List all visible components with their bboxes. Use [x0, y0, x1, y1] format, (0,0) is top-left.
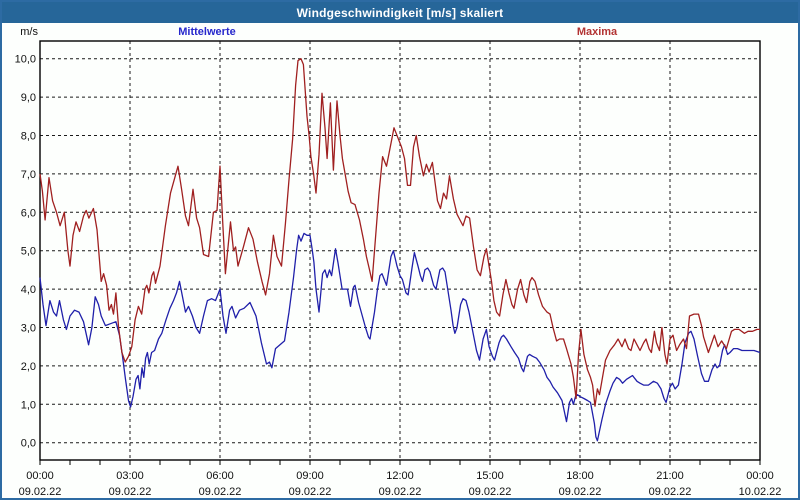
y-tick-label: 8,0 [21, 131, 36, 143]
x-tick-time-label: 00:00 [26, 470, 54, 482]
series-line-maxima [39, 58, 760, 407]
x-tick-time-label: 18:00 [566, 470, 594, 482]
window-title: Windgeschwindigkeit [m/s] skaliert [296, 5, 504, 20]
plot-border [39, 40, 761, 461]
y-tick-label: 3,0 [21, 323, 36, 335]
y-tick-label: 5,0 [21, 246, 36, 258]
y-tick-label: 9,0 [21, 92, 36, 104]
x-tick-date-label: 09.02.22 [469, 486, 512, 498]
x-tick-time-label: 15:00 [476, 470, 504, 482]
x-tick-time-label: 00:00 [746, 470, 774, 482]
y-tick-label: 2,0 [21, 361, 36, 373]
x-tick-date-label: 09.02.22 [649, 486, 692, 498]
x-tick-time-label: 12:00 [386, 470, 414, 482]
x-tick-time-label: 03:00 [116, 470, 144, 482]
x-tick-date-label: 09.02.22 [109, 486, 152, 498]
y-axis-unit-label: m/s [20, 26, 38, 38]
y-tick-label: 0,0 [21, 438, 36, 450]
chart-area: Mittelwerte Maxima 0,0 1,0 2,0 3,0 4,0 5,0 6,0… [2, 23, 798, 498]
x-tick-date-label: 09.02.22 [559, 486, 602, 498]
window-titlebar: Windgeschwindigkeit [m/s] skaliert [2, 2, 798, 23]
x-tick-time-label: 09:00 [296, 470, 324, 482]
y-tick-label: 4,0 [21, 284, 36, 296]
y-tick-label: 7,0 [21, 169, 36, 181]
legend-mittelwerte: Mittelwerte [178, 26, 236, 38]
x-tick-time-label: 06:00 [206, 470, 234, 482]
series-line-mittelwerte [39, 232, 761, 442]
y-tick-label: 1,0 [21, 399, 36, 411]
x-tick-date-label: 09.02.22 [19, 486, 62, 498]
legend-maxima: Maxima [576, 26, 618, 38]
y-tick-label: 6,0 [21, 207, 36, 219]
x-tick-date-label: 09.02.22 [199, 486, 242, 498]
y-tick-label: 10,0 [15, 54, 36, 66]
x-tick-time-label: 21:00 [656, 470, 684, 482]
wind-speed-plot: 0,0 1,0 2,0 3,0 4,0 5,0 6,0 7,0 8,0 9,0 10,0 00:00 0… [15, 26, 782, 498]
x-tick-date-label: 09.02.22 [289, 486, 332, 498]
x-tick-date-label: 10.02.22 [739, 486, 782, 498]
x-tick-date-label: 09.02.22 [379, 486, 422, 498]
